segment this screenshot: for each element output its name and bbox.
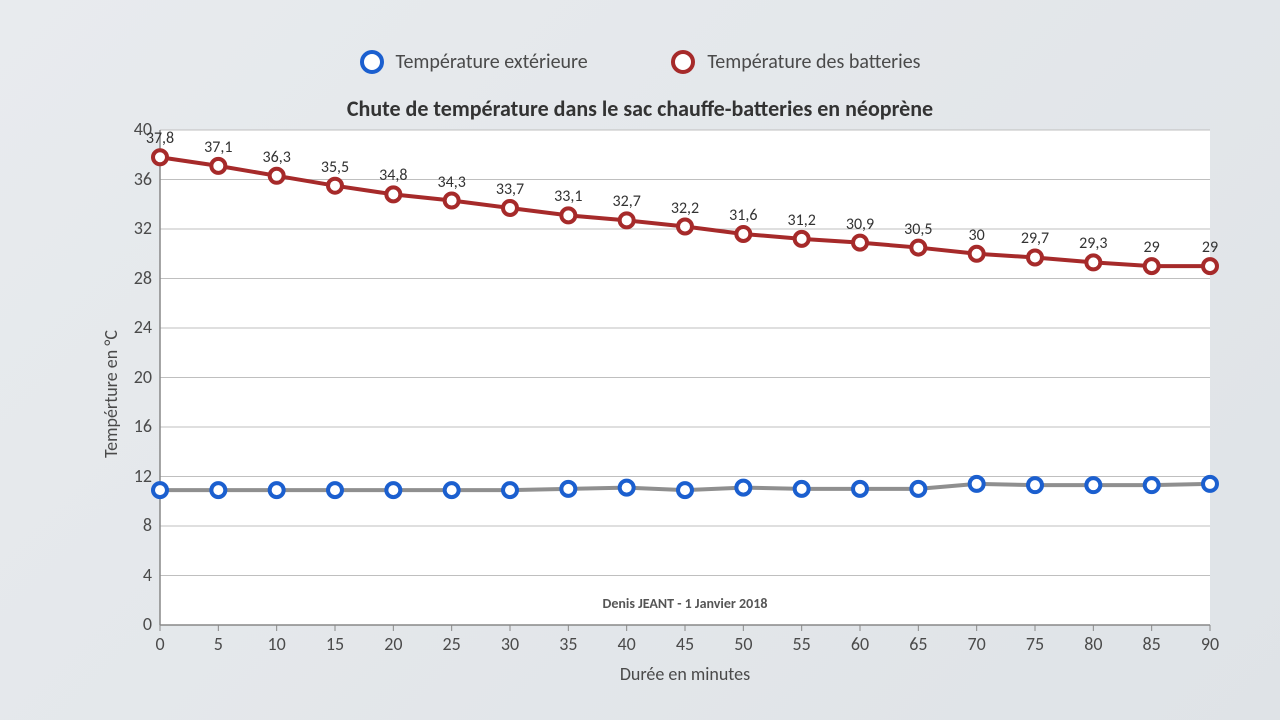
data-point-label: 33,1: [554, 187, 582, 206]
legend-marker-icon: [360, 50, 384, 74]
data-point-label: 37,1: [204, 138, 232, 157]
x-tick-label: 65: [909, 633, 927, 655]
x-tick-label: 50: [734, 633, 752, 655]
legend-label: Température extérieure: [396, 50, 588, 74]
legend-label: Température des batteries: [707, 50, 920, 74]
x-tick-label: 75: [1026, 633, 1044, 655]
x-tick-label: 85: [1143, 633, 1161, 655]
x-tick-label: 90: [1201, 633, 1219, 655]
y-tick-label: 12: [134, 465, 152, 487]
y-tick-label: 4: [143, 564, 152, 586]
x-tick-label: 45: [676, 633, 694, 655]
x-tick-label: 60: [851, 633, 869, 655]
data-point-label: 36,3: [262, 148, 290, 167]
x-tick-label: 70: [968, 633, 986, 655]
data-point-label: 31,6: [729, 206, 757, 225]
y-tick-label: 28: [134, 267, 152, 289]
y-tick-label: 0: [143, 613, 152, 635]
chart-title: Chute de température dans le sac chauffe…: [0, 95, 1280, 122]
data-point-label: 29: [1144, 238, 1160, 257]
legend-item-exterieur: Température extérieure: [360, 50, 588, 74]
y-tick-label: 16: [134, 415, 152, 437]
y-tick-label: 32: [134, 217, 152, 239]
data-point-label: 30,9: [846, 215, 874, 234]
x-tick-label: 25: [443, 633, 461, 655]
data-point-label: 35,5: [321, 158, 349, 177]
data-point-label: 33,7: [496, 180, 524, 199]
x-tick-label: 55: [793, 633, 811, 655]
x-axis-label: Durée en minutes: [160, 663, 1210, 685]
x-tick-label: 5: [214, 633, 223, 655]
y-tick-label: 24: [134, 316, 152, 338]
chart-container: Température extérieure Température des b…: [0, 0, 1280, 720]
data-point-label: 30,5: [904, 220, 932, 239]
x-tick-label: 10: [268, 633, 286, 655]
y-tick-label: 20: [134, 366, 152, 388]
x-tick-label: 40: [618, 633, 636, 655]
legend-marker-icon: [671, 50, 695, 74]
legend: Température extérieure Température des b…: [0, 50, 1280, 79]
x-tick-label: 15: [326, 633, 344, 655]
x-tick-label: 35: [559, 633, 577, 655]
data-point-label: 29,7: [1021, 229, 1049, 248]
data-point-label: 34,8: [379, 166, 407, 185]
data-point-label: 37,8: [146, 129, 174, 148]
x-tick-label: 80: [1084, 633, 1102, 655]
data-point-label: 32,7: [612, 192, 640, 211]
y-tick-label: 36: [134, 168, 152, 190]
y-axis-label: Tempérture en °C: [100, 330, 122, 458]
y-tick-label: 8: [143, 514, 152, 536]
x-tick-label: 30: [501, 633, 519, 655]
data-point-label: 34,3: [437, 173, 465, 192]
chart-credit: Denis JEANT - 1 Janvier 2018: [160, 595, 1210, 612]
data-point-label: 30: [969, 226, 985, 245]
legend-item-batteries: Température des batteries: [671, 50, 920, 74]
x-tick-label: 20: [384, 633, 402, 655]
data-point-label: 31,2: [787, 211, 815, 230]
data-point-label: 29,3: [1079, 234, 1107, 253]
data-point-label: 29: [1202, 238, 1218, 257]
data-point-label: 32,2: [671, 199, 699, 218]
x-tick-label: 0: [155, 633, 164, 655]
